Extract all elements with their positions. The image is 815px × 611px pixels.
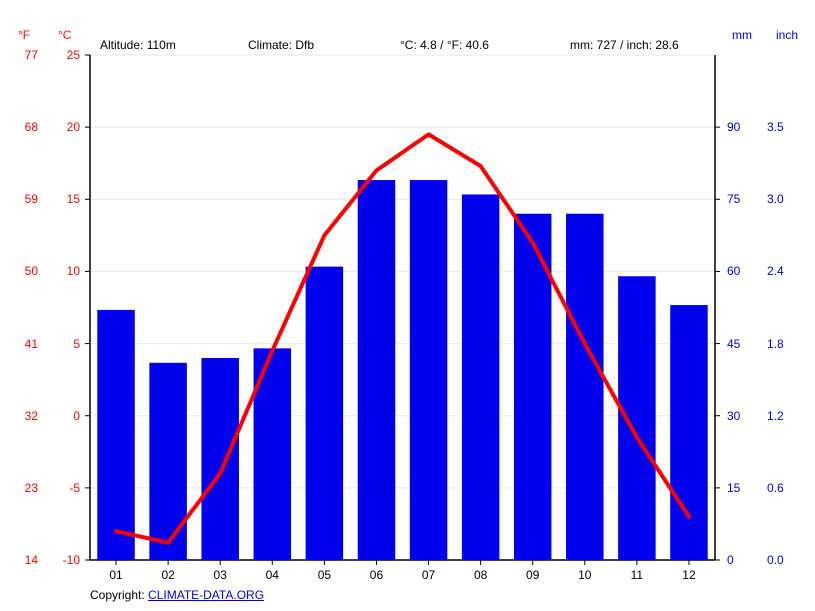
mm-tick: 0: [727, 553, 734, 567]
celsius-unit-label: °C: [58, 28, 71, 42]
inch-tick: 2.4: [767, 264, 784, 278]
celsius-tick: 0: [40, 409, 80, 423]
fahrenheit-tick: 41: [0, 337, 38, 351]
fahrenheit-tick: 50: [0, 264, 38, 278]
celsius-tick: 5: [40, 337, 80, 351]
fahrenheit-tick: 14: [0, 553, 38, 567]
celsius-tick: 20: [40, 120, 80, 134]
month-label: 02: [148, 568, 188, 582]
inch-tick: 3.5: [767, 120, 784, 134]
precip-bar: [97, 310, 134, 560]
inch-unit-label: inch: [776, 28, 798, 42]
copyright-line: Copyright: CLIMATE-DATA.ORG: [90, 588, 264, 602]
celsius-tick: -5: [40, 481, 80, 495]
inch-tick: 1.2: [767, 409, 784, 423]
month-label: 01: [96, 568, 136, 582]
temp-average-label: °C: 4.8 / °F: 40.6: [400, 38, 489, 52]
altitude-label: Altitude: 110m: [100, 38, 176, 52]
mm-tick: 45: [727, 337, 740, 351]
celsius-tick: 15: [40, 192, 80, 206]
inch-tick: 3.0: [767, 192, 784, 206]
month-label: 06: [356, 568, 396, 582]
fahrenheit-unit-label: °F: [18, 28, 30, 42]
precip-bar: [358, 180, 396, 560]
inch-tick: 0.6: [767, 481, 784, 495]
month-label: 10: [565, 568, 605, 582]
mm-unit-label: mm: [732, 28, 752, 42]
mm-tick: 30: [727, 409, 740, 423]
precip-bar: [306, 267, 344, 560]
precip-bar: [410, 180, 448, 560]
mm-tick: 75: [727, 192, 740, 206]
celsius-tick: -10: [40, 553, 80, 567]
mm-tick: 60: [727, 264, 740, 278]
month-label: 04: [252, 568, 292, 582]
month-label: 07: [409, 568, 449, 582]
mm-tick: 15: [727, 481, 740, 495]
fahrenheit-tick: 68: [0, 120, 38, 134]
month-label: 12: [669, 568, 709, 582]
copyright-link[interactable]: CLIMATE-DATA.ORG: [148, 588, 264, 602]
fahrenheit-tick: 77: [0, 48, 38, 62]
celsius-tick: 25: [40, 48, 80, 62]
precip-bar: [618, 276, 656, 560]
month-label: 11: [617, 568, 657, 582]
precip-bar: [201, 358, 239, 560]
fahrenheit-tick: 23: [0, 481, 38, 495]
climate-code-label: Climate: Dfb: [248, 38, 314, 52]
climate-chart: Altitude: 110m Climate: Dfb °C: 4.8 / °F…: [0, 0, 815, 611]
precip-bar: [670, 305, 708, 560]
celsius-tick: 10: [40, 264, 80, 278]
precip-average-label: mm: 727 / inch: 28.6: [570, 38, 679, 52]
precip-bar: [149, 363, 187, 560]
mm-tick: 90: [727, 120, 740, 134]
precip-bar: [462, 194, 500, 560]
month-label: 08: [461, 568, 501, 582]
fahrenheit-tick: 32: [0, 409, 38, 423]
month-label: 09: [513, 568, 553, 582]
month-label: 03: [200, 568, 240, 582]
copyright-prefix: Copyright:: [90, 588, 148, 602]
fahrenheit-tick: 59: [0, 192, 38, 206]
inch-tick: 0.0: [767, 553, 784, 567]
precip-bar: [566, 214, 604, 560]
inch-tick: 1.8: [767, 337, 784, 351]
chart-svg: [0, 0, 815, 611]
month-label: 05: [304, 568, 344, 582]
